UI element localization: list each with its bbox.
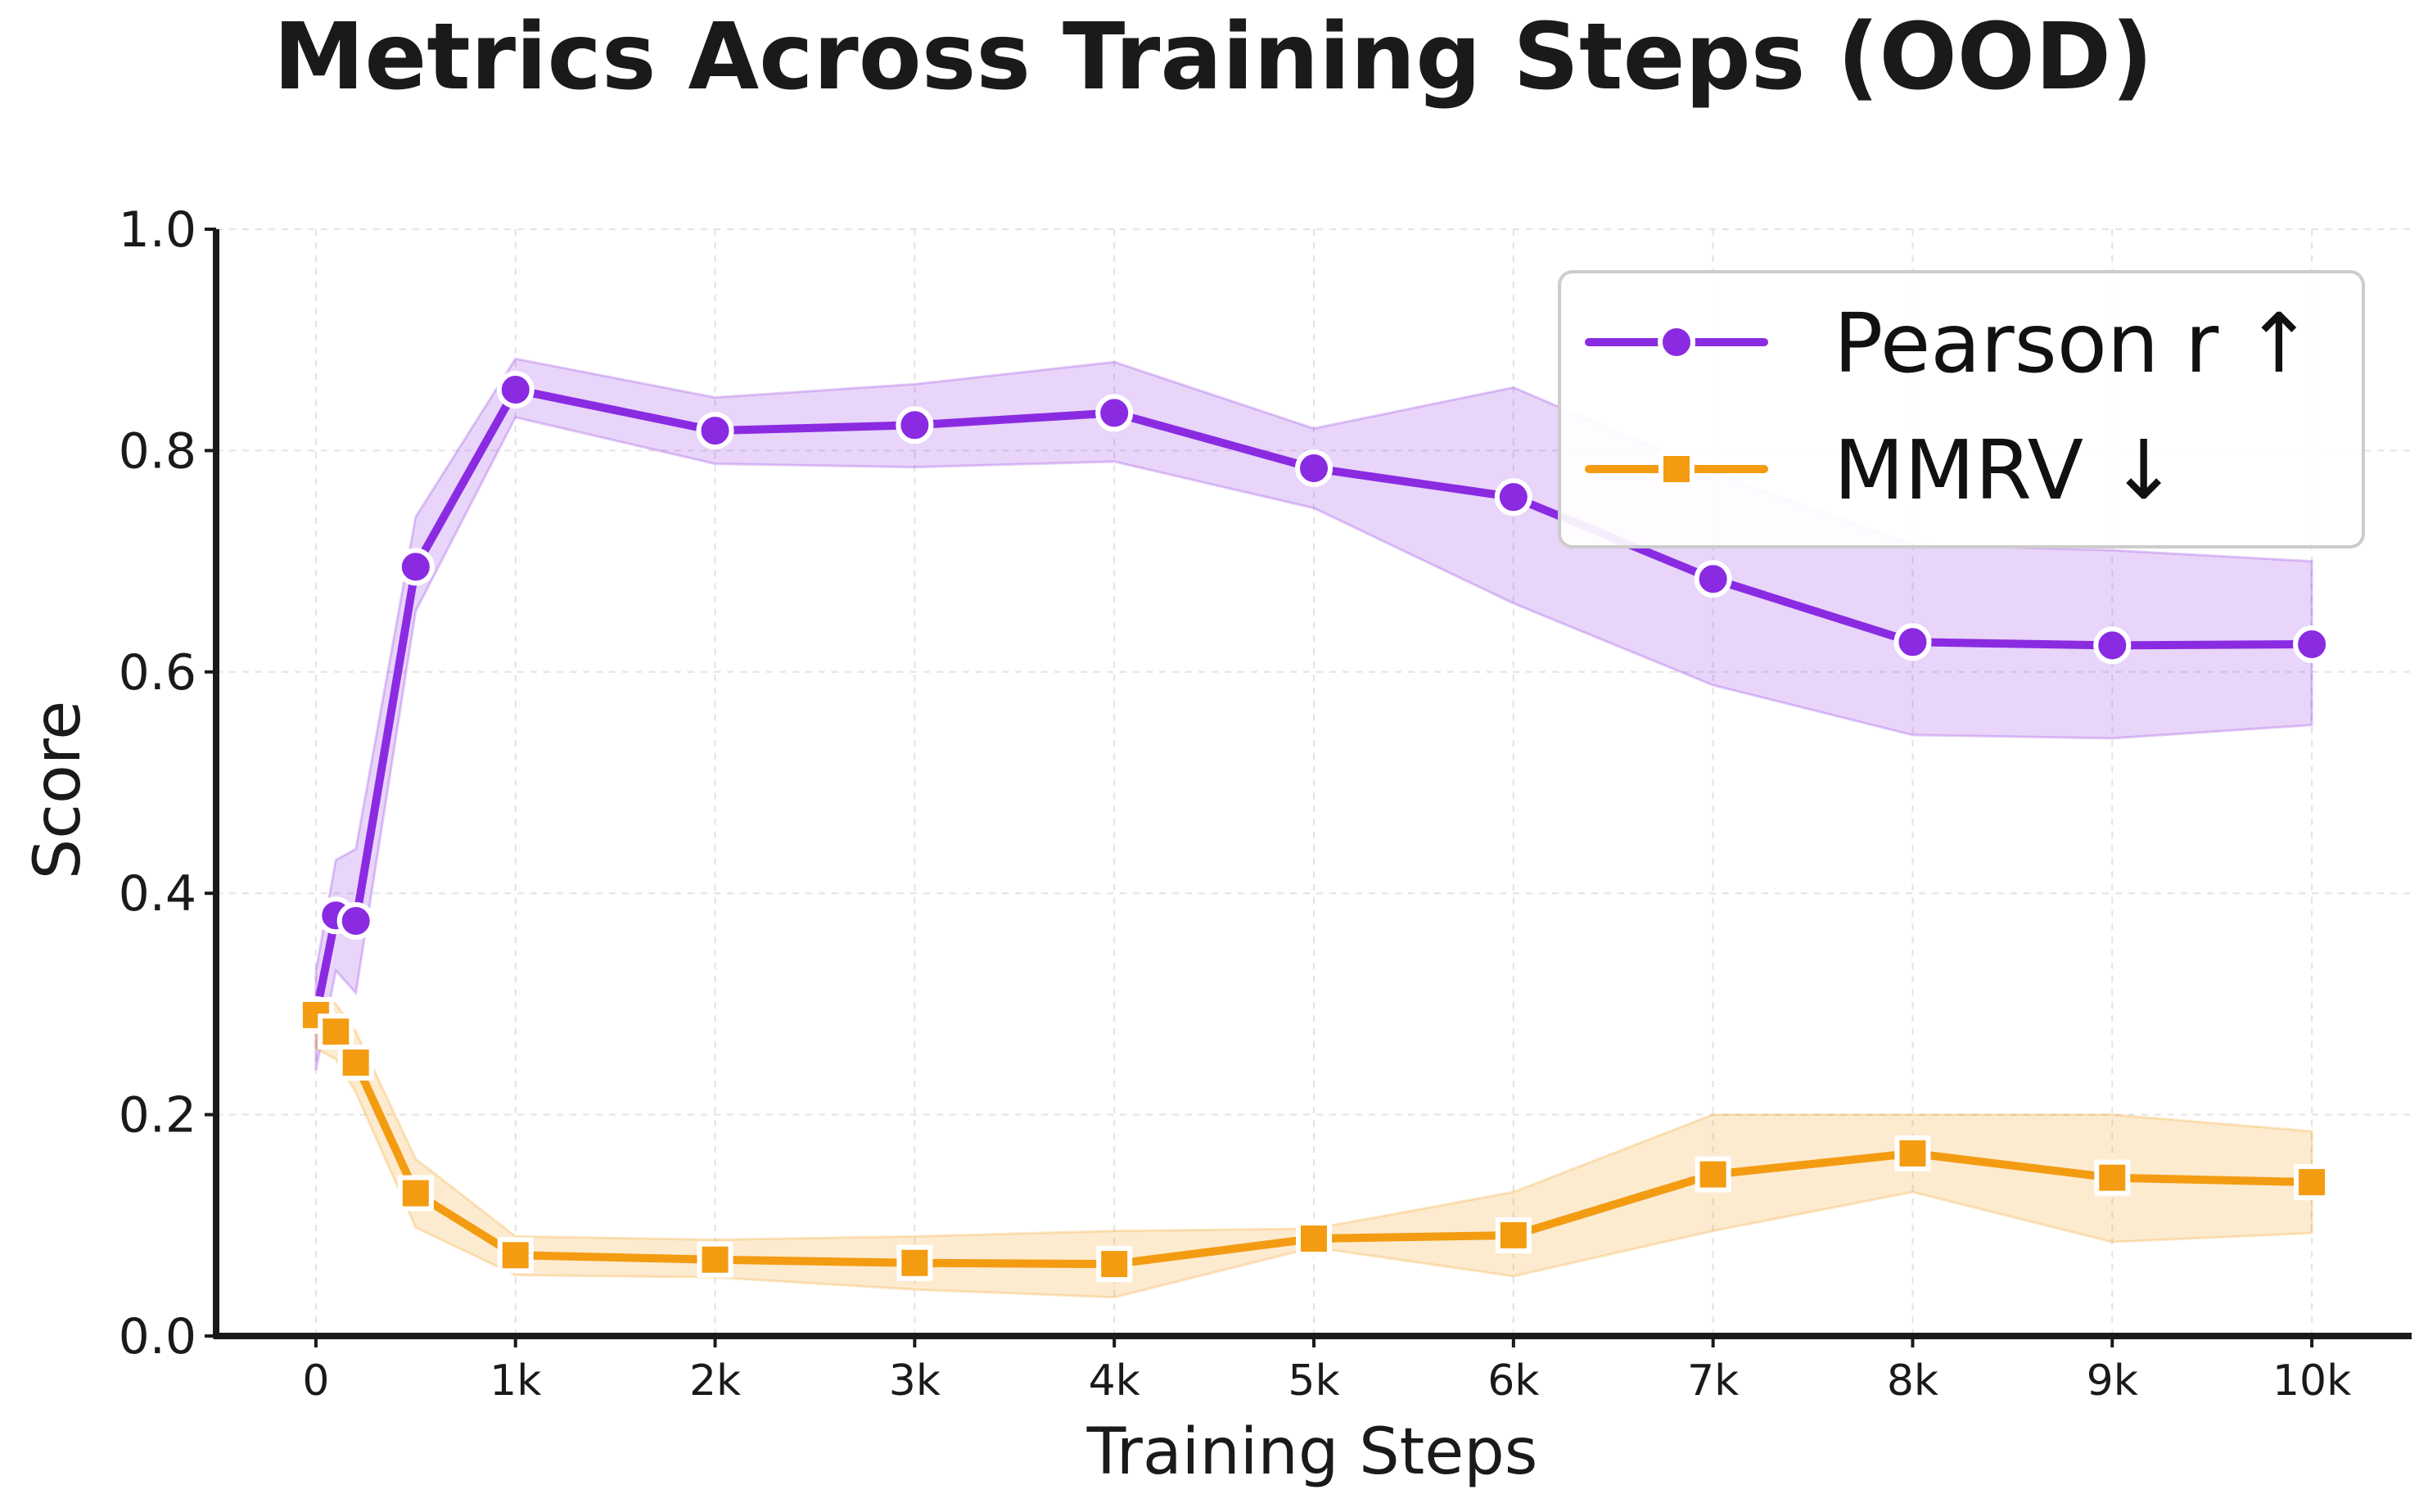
x-tick-label-8: 8k [1887, 1356, 1938, 1406]
x-tick-label-4: 4k [1089, 1356, 1140, 1406]
series-line-1 [311, 1010, 2317, 1269]
legend: Pearson r ↑ MMRV ↓ [1558, 270, 2365, 548]
data-point-0-3 [396, 548, 435, 586]
y-tick-label-1: 0.2 [119, 1087, 196, 1144]
legend-label-0: Pearson r ↑ [1834, 296, 2313, 391]
y-tick-label-5: 1.0 [119, 201, 196, 259]
x-tick-label-0: 0 [302, 1356, 329, 1406]
data-point-1-9 [1495, 1216, 1532, 1253]
data-point-0-9 [1494, 478, 1532, 517]
data-point-0-11 [1893, 623, 1932, 661]
x-ticks: 0 1k 2k 3k 4k 5k 6k 7k 8k 9k 10k [302, 1336, 2351, 1406]
data-point-1-4 [497, 1237, 534, 1274]
y-axis-label: Score [21, 701, 95, 879]
y-tick-label-2: 0.4 [119, 865, 196, 923]
data-point-1-12 [2094, 1159, 2131, 1196]
data-point-1-13 [2294, 1164, 2331, 1201]
y-tick-label-0: 0.0 [119, 1308, 196, 1365]
series-markers [296, 371, 2331, 1283]
x-tick-label-1: 1k [490, 1356, 541, 1406]
x-tick-label-9: 9k [2087, 1356, 2138, 1406]
data-point-1-1 [318, 1013, 354, 1050]
x-tick-label-3: 3k [889, 1356, 941, 1406]
data-point-0-13 [2293, 625, 2331, 663]
x-tick-label-10: 10k [2272, 1356, 2351, 1406]
x-tick-label-2: 2k [689, 1356, 741, 1406]
data-point-0-7 [1095, 394, 1134, 432]
y-ticks: 0.0 0.2 0.4 0.6 0.8 1.0 [119, 201, 216, 1365]
data-point-0-5 [696, 412, 734, 450]
x-tick-label-5: 5k [1288, 1356, 1339, 1406]
series-line-0 [311, 386, 2317, 1019]
y-tick-label-3: 0.6 [119, 644, 196, 702]
legend-marker-1 [1659, 451, 1695, 487]
data-point-0-10 [1694, 560, 1732, 598]
data-point-1-8 [1296, 1221, 1332, 1257]
chart-title: Metrics Across Training Steps (OOD) [273, 4, 2153, 111]
data-point-1-5 [697, 1241, 733, 1278]
legend-marker-0 [1658, 323, 1695, 361]
x-tick-label-6: 6k [1487, 1356, 1539, 1406]
data-point-1-7 [1096, 1246, 1133, 1283]
data-point-1-6 [896, 1244, 933, 1281]
data-point-0-4 [496, 371, 535, 409]
data-point-0-6 [896, 406, 934, 445]
data-point-0-2 [336, 902, 375, 940]
data-point-1-3 [397, 1175, 434, 1212]
data-point-1-2 [337, 1045, 374, 1081]
x-axis-label: Training Steps [1086, 1415, 1538, 1489]
data-point-0-8 [1295, 449, 1333, 488]
series-lines [311, 386, 2317, 1269]
data-point-1-11 [1894, 1135, 1931, 1171]
legend-label-1: MMRV ↓ [1834, 422, 2178, 518]
x-tick-label-7: 7k [1687, 1356, 1739, 1406]
y-tick-label-4: 0.8 [119, 422, 196, 480]
data-point-0-12 [2093, 626, 2132, 665]
data-point-1-10 [1695, 1156, 1731, 1193]
